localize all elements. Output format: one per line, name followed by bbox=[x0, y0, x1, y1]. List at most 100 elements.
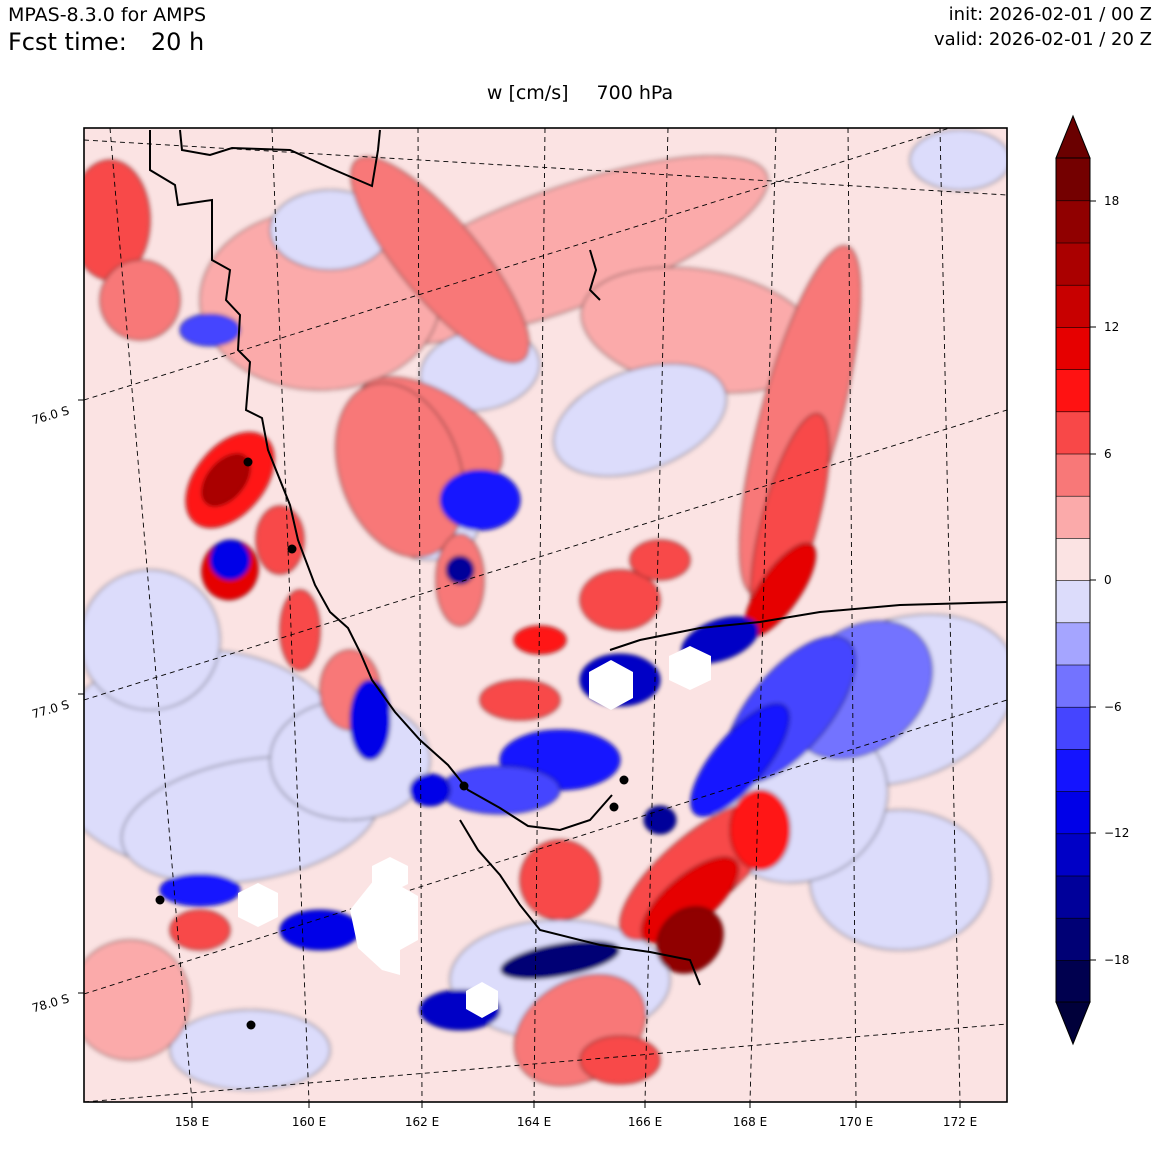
meridian-line bbox=[847, 128, 857, 1102]
init-time: init: 2026-02-01 / 00 Z bbox=[948, 4, 1152, 25]
station-dot bbox=[243, 457, 253, 467]
field-contour-region bbox=[629, 539, 691, 581]
field-contour-region bbox=[279, 909, 361, 951]
colorbar-cell bbox=[1055, 242, 1091, 286]
lon-tick-label: 162 E bbox=[405, 1115, 439, 1129]
field-contour-region bbox=[690, 703, 790, 817]
missing-data-patch bbox=[350, 878, 418, 975]
coastline bbox=[149, 129, 1007, 986]
plot-title: w [cm/s] 700 hPa bbox=[0, 82, 1160, 104]
missing-data-patches bbox=[238, 646, 711, 1018]
colorbar-cell bbox=[1055, 621, 1091, 666]
colorbar-tick-label: 12 bbox=[1104, 320, 1119, 334]
field-contour-region bbox=[169, 1009, 331, 1091]
field-contour-region bbox=[729, 789, 791, 871]
meridian-line bbox=[271, 128, 310, 1102]
plot-variable: w [cm/s] bbox=[486, 82, 569, 104]
valid-time: valid: 2026-02-01 / 20 Z bbox=[934, 29, 1152, 50]
meridian-line bbox=[644, 128, 669, 1102]
field-contour-region bbox=[409, 773, 451, 807]
colorbar-tick-label: −18 bbox=[1104, 953, 1129, 967]
lat-tick-label: 78.0 S bbox=[30, 991, 71, 1015]
coastline-segment bbox=[588, 249, 601, 301]
missing-data-patch bbox=[589, 660, 633, 710]
field-contour-region bbox=[335, 382, 465, 558]
forecast-time: Fcst time: 20 h bbox=[8, 28, 204, 56]
lon-tick-label: 160 E bbox=[292, 1115, 326, 1129]
field-contour-region bbox=[579, 569, 661, 631]
lat-tick-label: 77.0 S bbox=[30, 697, 71, 721]
station-dot bbox=[155, 895, 165, 905]
map-frame bbox=[83, 127, 1008, 1103]
missing-data-patch bbox=[372, 857, 408, 893]
meridian-line bbox=[417, 128, 423, 1102]
field-contour-region bbox=[439, 469, 521, 531]
field-contour-region bbox=[99, 259, 181, 341]
colorbar-cell bbox=[1055, 368, 1091, 413]
colorbar-cell bbox=[1055, 664, 1091, 708]
station-dot bbox=[287, 544, 297, 554]
missing-data-patch bbox=[466, 982, 498, 1018]
colorbar-tick-label: −12 bbox=[1104, 826, 1129, 840]
lon-tick-label: 170 E bbox=[839, 1115, 873, 1129]
field-contour-region bbox=[209, 539, 251, 581]
colorbar-cell bbox=[1055, 326, 1091, 370]
colorbar-cell bbox=[1055, 706, 1091, 750]
coastline-segment bbox=[459, 819, 701, 986]
plot-level: 700 hPa bbox=[596, 82, 674, 104]
field-contour-region bbox=[439, 765, 561, 815]
colorbar-cell bbox=[1055, 959, 1091, 1003]
colorbar-tick-label: 0 bbox=[1104, 573, 1112, 587]
field-contour-region bbox=[479, 679, 561, 721]
meridian-line bbox=[533, 128, 546, 1102]
coastline-segment bbox=[179, 129, 381, 188]
colorbar-cell bbox=[1055, 917, 1091, 961]
lon-tick-label: 168 E bbox=[733, 1115, 767, 1129]
colorbar: 18 12 6 0 −6 −12 −18 bbox=[1055, 114, 1129, 1046]
station-dot bbox=[459, 781, 469, 791]
colorbar-cell bbox=[1055, 453, 1091, 497]
coastline-segment bbox=[149, 130, 613, 832]
lon-tick-label: 172 E bbox=[943, 1115, 977, 1129]
field-contour-region bbox=[500, 940, 620, 980]
model-name: MPAS-8.3.0 for AMPS bbox=[8, 4, 207, 26]
field-contour-region bbox=[255, 505, 305, 575]
colorbar-cell bbox=[1055, 157, 1091, 202]
colorbar-cell bbox=[1055, 199, 1091, 244]
longitude-axis: 158 E 160 E 162 E 164 E 166 E 168 E 170 … bbox=[175, 1102, 977, 1129]
colorbar-cell bbox=[1055, 875, 1091, 919]
colorbar-tick-label: −6 bbox=[1104, 700, 1122, 714]
missing-data-patch bbox=[238, 883, 278, 927]
field-contour-region bbox=[579, 1035, 661, 1085]
colorbar-cell bbox=[1055, 284, 1091, 328]
field-contour-region bbox=[513, 625, 567, 655]
colorbar-cell bbox=[1055, 790, 1091, 835]
station-markers bbox=[155, 457, 629, 1030]
colorbar-cell bbox=[1055, 410, 1091, 455]
missing-data-patch bbox=[669, 646, 711, 690]
colorbar-tick-label: 18 bbox=[1104, 194, 1119, 208]
field-contour-region bbox=[553, 363, 727, 477]
field-contour-region bbox=[519, 839, 601, 921]
colorbar-cell bbox=[1055, 748, 1091, 792]
lat-tick-label: 76.0 S bbox=[30, 403, 71, 427]
meridian-line bbox=[109, 128, 193, 1102]
lon-tick-label: 166 E bbox=[628, 1115, 662, 1129]
forecast-time-label: Fcst time: bbox=[8, 28, 127, 56]
latitude-axis: 76.0 S 77.0 S 78.0 S bbox=[30, 399, 84, 1015]
station-dot bbox=[609, 802, 619, 812]
colorbar-cells bbox=[1055, 157, 1091, 1003]
field-contour-region bbox=[909, 129, 1007, 191]
colorbar-cell bbox=[1055, 495, 1091, 539]
field-contour-region bbox=[169, 909, 231, 951]
field-contour-region bbox=[201, 453, 251, 507]
field-contour-region bbox=[279, 589, 321, 671]
meridian-line bbox=[749, 128, 777, 1102]
colorbar-tick-label: 6 bbox=[1104, 447, 1112, 461]
meridian-line bbox=[939, 128, 961, 1102]
field-contour-region bbox=[84, 939, 191, 1061]
colorbar-cell bbox=[1055, 579, 1091, 624]
colorbar-over-extension bbox=[1055, 114, 1091, 159]
lon-tick-label: 158 E bbox=[175, 1115, 209, 1129]
field-contour-region bbox=[445, 555, 475, 585]
